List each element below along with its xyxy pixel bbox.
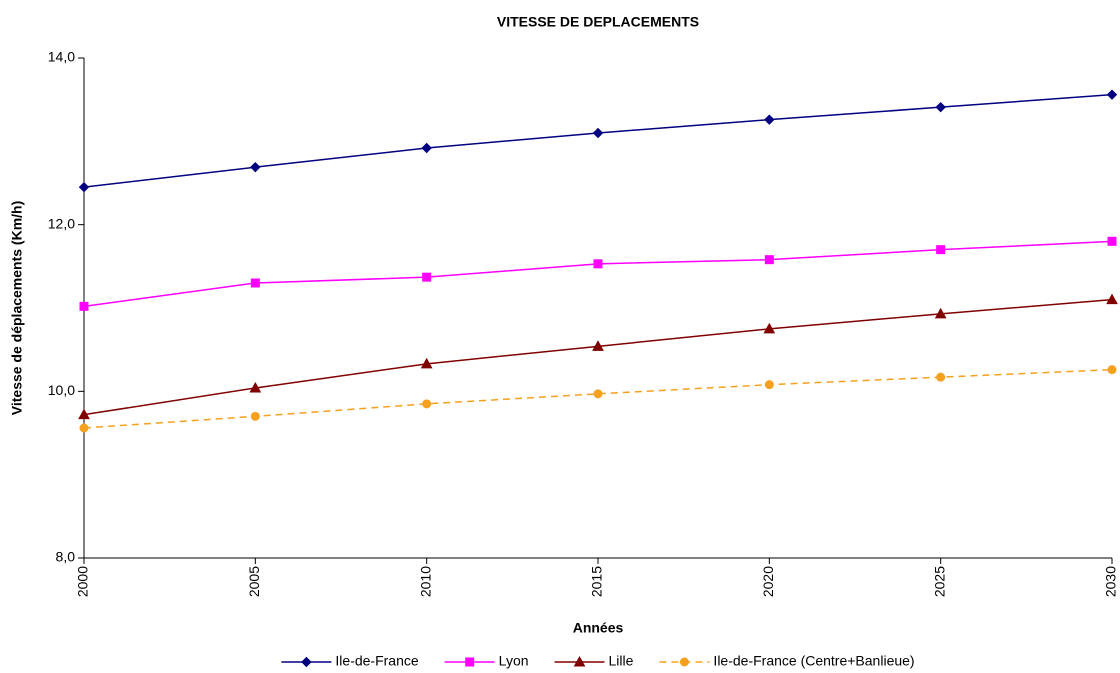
data-point <box>1107 365 1117 375</box>
data-point <box>79 423 89 433</box>
x-tick-label: 2025 <box>931 566 947 597</box>
x-tick-label: 2005 <box>246 566 262 597</box>
data-point <box>1107 236 1117 246</box>
y-tick-label: 14,0 <box>48 49 75 65</box>
data-point <box>764 255 774 265</box>
data-point <box>250 411 260 421</box>
legend-label: Lyon <box>499 653 529 669</box>
legend-label: Ile-de-France (Centre+Banlieue) <box>713 653 914 669</box>
y-tick-label: 8,0 <box>56 549 76 565</box>
data-point <box>420 357 433 369</box>
data-point <box>421 142 432 154</box>
data-point <box>935 101 946 113</box>
x-axis-title: Années <box>573 620 624 636</box>
legend-marker <box>679 657 689 667</box>
x-tick-label: 2010 <box>417 566 433 597</box>
legend-label: Lille <box>609 653 634 669</box>
data-point <box>764 380 774 390</box>
data-point <box>78 181 90 193</box>
legend-marker <box>465 657 475 667</box>
legend-item: Lyon <box>444 653 529 669</box>
data-point <box>592 127 604 139</box>
data-point <box>250 278 260 288</box>
x-tick-label: 2030 <box>1103 566 1119 597</box>
series-line <box>83 368 1113 429</box>
y-tick-label: 10,0 <box>48 382 75 398</box>
series-line <box>83 240 1113 308</box>
data-point <box>593 389 603 399</box>
data-point <box>250 161 261 173</box>
legend-item: Ile-de-France (Centre+Banlieue) <box>659 653 915 669</box>
legend-marker <box>573 655 586 667</box>
data-point <box>934 307 947 319</box>
data-point <box>249 381 262 393</box>
legend: Ile-de-France Lyon Lille Ile-de-France (Cen… <box>281 653 915 669</box>
data-point <box>936 372 946 382</box>
data-point <box>78 408 90 420</box>
y-tick-label: 12,0 <box>48 215 75 231</box>
y-axis-title: Vitesse de déplacements (Km/h) <box>9 201 25 415</box>
series-line <box>83 93 1113 188</box>
data-point <box>1106 89 1118 100</box>
data-point <box>763 322 776 334</box>
chart-title: VITESSE DE DEPLACEMENTS <box>497 14 699 30</box>
data-point <box>592 340 604 351</box>
data-point <box>422 272 432 282</box>
legend-item: Lille <box>554 653 634 669</box>
data-point <box>936 245 946 255</box>
x-tick-label: 2000 <box>75 566 91 597</box>
legend-item: Ile-de-France <box>281 653 419 669</box>
data-point <box>79 301 89 311</box>
data-point <box>422 399 432 409</box>
data-point <box>764 114 775 125</box>
data-point <box>1106 293 1118 305</box>
x-tick-label: 2020 <box>760 566 776 597</box>
data-point <box>593 259 603 269</box>
legend-label: Ile-de-France <box>335 653 418 669</box>
x-tick-label: 2015 <box>589 566 605 597</box>
legend-marker <box>301 656 312 668</box>
